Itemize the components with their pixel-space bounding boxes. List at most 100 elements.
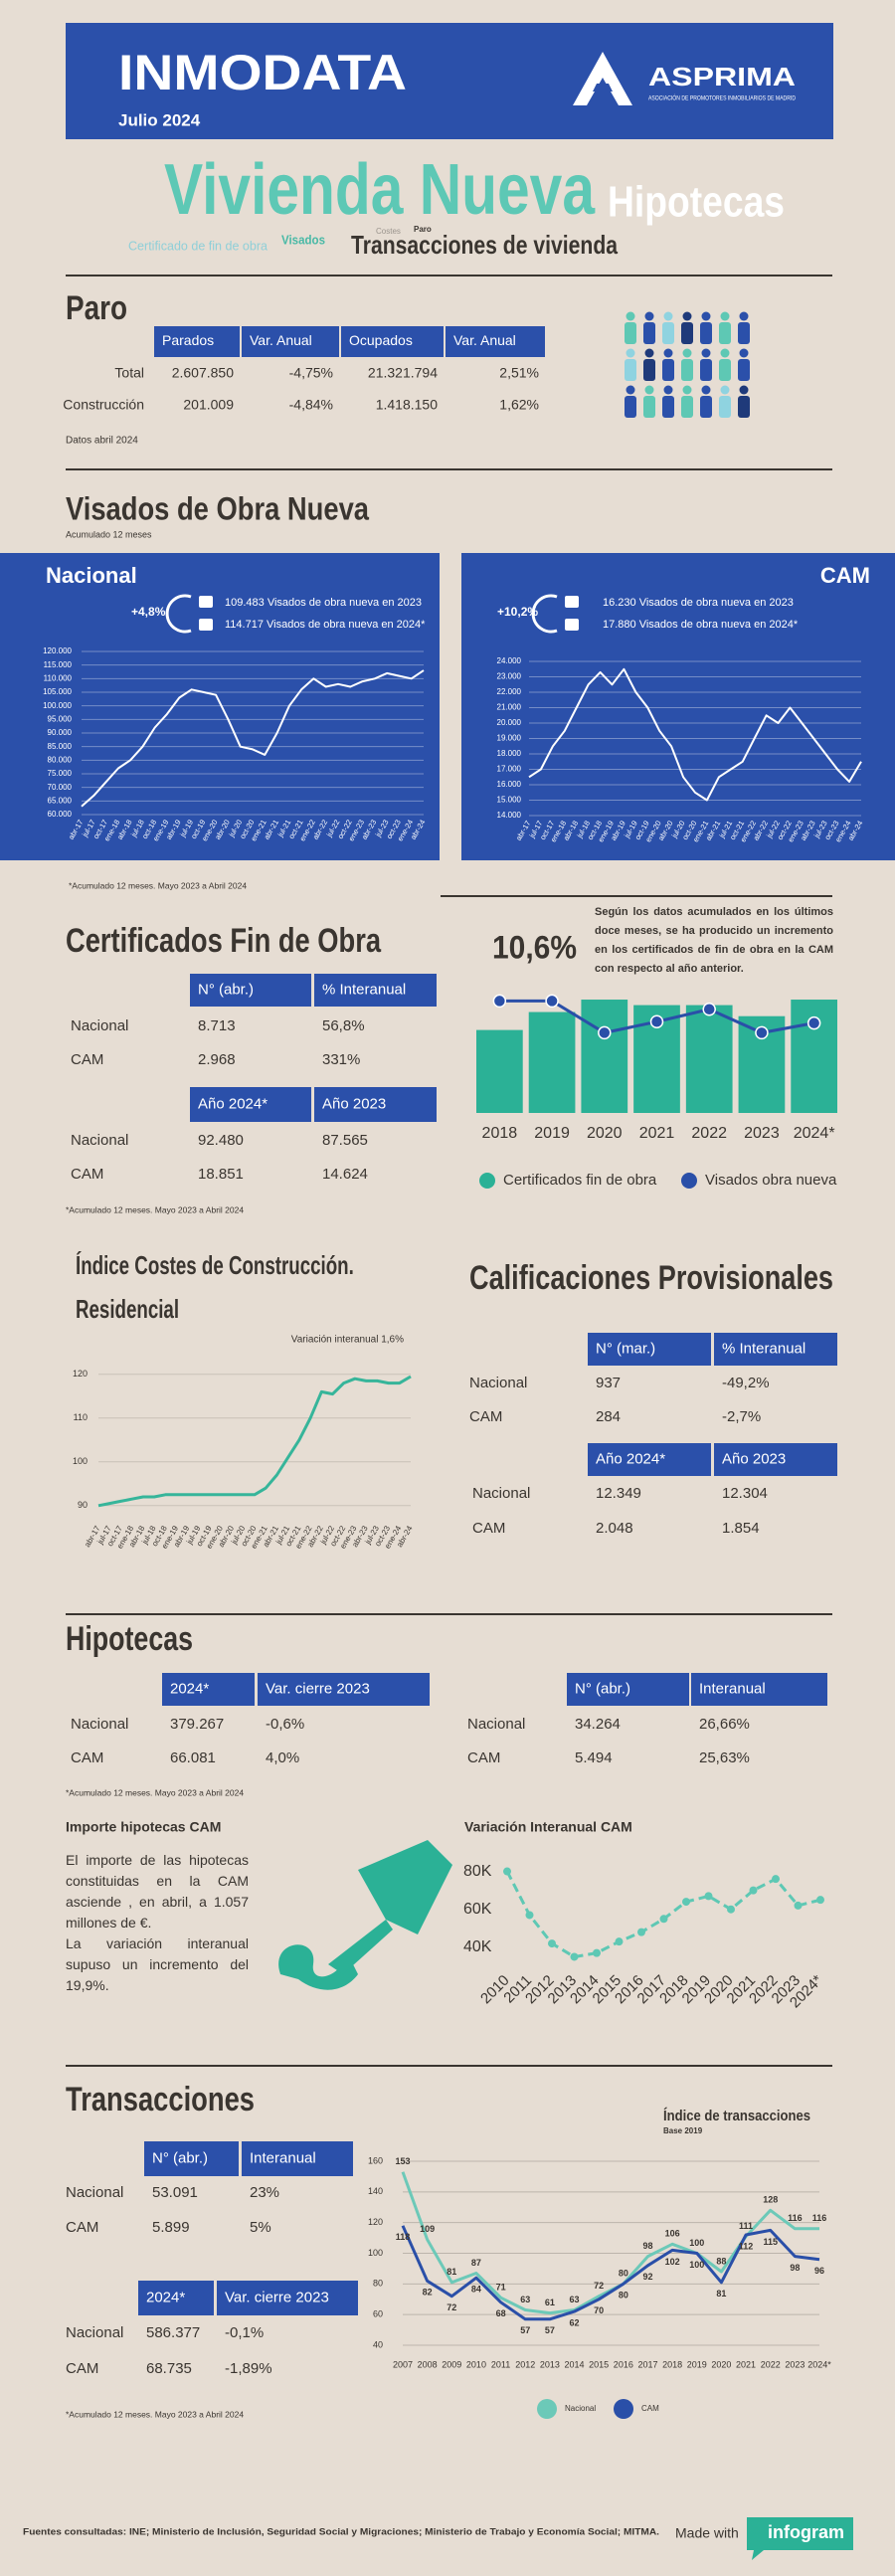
- y-tick-label: 100: [368, 2248, 383, 2258]
- data-point: [548, 1939, 556, 1948]
- data-label: 112: [739, 2241, 754, 2251]
- data-point: [570, 1952, 579, 1961]
- word: Hipotecas: [608, 178, 785, 227]
- table-header-cell: [144, 2141, 239, 2176]
- subtitle: Acumulado 12 meses: [66, 529, 152, 539]
- person-icon-body: [643, 396, 655, 418]
- logo-text: ASPRIMA: [648, 62, 796, 92]
- person-icon-body: [625, 396, 636, 418]
- row-label: CAM: [71, 1051, 103, 1068]
- data-line: [401, 2225, 820, 2321]
- title-box: Índice Costes de Construcción. Residenci…: [76, 1250, 354, 1324]
- table-cell: -0,6%: [266, 1716, 304, 1733]
- data-label: 102: [665, 2257, 680, 2267]
- x-tick-label: 2019: [534, 1125, 570, 1142]
- table-header: Var. Anual: [453, 332, 516, 348]
- y-tick-label: 65.000: [48, 796, 73, 805]
- x-tick-label: 2024*: [794, 1125, 835, 1142]
- section-title: Certificados Fin de Obra: [66, 922, 382, 960]
- page-title: INMODATA: [118, 45, 407, 100]
- person-icon-body: [719, 359, 731, 381]
- y-tick-label: 18.000: [497, 749, 522, 758]
- table-header-cell: [190, 974, 311, 1007]
- person-icon-body: [700, 322, 712, 344]
- y-tick-label: 15.000: [497, 796, 522, 805]
- thumb-up: [199, 596, 213, 608]
- data-label: 80: [619, 2291, 628, 2300]
- panel: [0, 553, 440, 860]
- table-header: % Interanual: [322, 981, 406, 998]
- word: Visados: [281, 232, 325, 247]
- table-header-cell: [588, 1333, 711, 1366]
- y-tick-label: 120: [368, 2217, 383, 2227]
- person-icon-head: [626, 311, 635, 321]
- row-label: Nacional: [472, 1485, 530, 1502]
- table-cell: 14.624: [322, 1166, 368, 1183]
- table-header: % Interanual: [722, 1340, 806, 1357]
- legend-label: CAM: [641, 2404, 659, 2413]
- y-tick-label: 40K: [463, 1938, 492, 1955]
- person-icon-head: [663, 311, 673, 321]
- y-tick-label: 19.000: [497, 734, 522, 743]
- table-header: Interanual: [250, 2149, 316, 2166]
- pen-nib: [358, 1840, 452, 1934]
- y-tick-label: 80: [373, 2279, 383, 2289]
- table-header-cell: [242, 2141, 353, 2176]
- page-date: Julio 2024: [118, 110, 201, 129]
- table-cell: 34.264: [575, 1716, 621, 1733]
- brand-badge: [747, 2517, 853, 2560]
- paragraph: El importe de las hipotecas constituidas…: [66, 1852, 249, 1931]
- person-icon-body: [643, 359, 655, 381]
- table-header-cell: [242, 326, 339, 357]
- legend-marker: [537, 2399, 557, 2419]
- person-icon-head: [720, 385, 730, 395]
- table-cell: 18.851: [198, 1166, 244, 1183]
- note: *Acumulado 12 meses. Mayo 2023 a Abril 2…: [66, 1204, 244, 1214]
- person-icon-head: [739, 385, 749, 395]
- person-icon-head: [663, 348, 673, 358]
- person-icon-head: [720, 311, 730, 321]
- y-tick-label: 60: [373, 2309, 383, 2319]
- table-header-cell: [714, 1333, 837, 1366]
- data-label: 81: [716, 2289, 726, 2299]
- data-label: 116: [788, 2213, 803, 2223]
- person-icon-body: [738, 396, 750, 418]
- table-header-cell: [258, 1673, 430, 1706]
- chart-title: Índice de transacciones: [663, 2108, 810, 2124]
- table-header: Var. cierre 2023: [266, 1680, 370, 1697]
- table-cell: 1.854: [722, 1520, 760, 1537]
- table-cell: 284: [596, 1408, 621, 1425]
- data-point: [816, 1896, 824, 1905]
- bar: [685, 1005, 733, 1113]
- data-label: 62: [570, 2317, 580, 2327]
- y-tick-label: 21.000: [497, 703, 522, 712]
- table-cell: -49,2%: [722, 1375, 770, 1391]
- y-tick-label: 120: [73, 1369, 88, 1379]
- data-label: 57: [520, 2325, 530, 2335]
- data-label: 106: [665, 2229, 680, 2239]
- row-label: Nacional: [71, 1716, 128, 1733]
- data-label: 115: [763, 2237, 778, 2247]
- legend-label: Certificados fin de obra: [503, 1172, 657, 1189]
- y-tick-label: 22.000: [497, 687, 522, 696]
- data-point: [682, 1898, 690, 1907]
- person-icon-head: [682, 385, 692, 395]
- legend-label: Nacional: [565, 2404, 596, 2413]
- person-icon-body: [662, 322, 674, 344]
- data-label: 80: [619, 2269, 628, 2279]
- person-icon-body: [681, 396, 693, 418]
- row-label: Nacional: [467, 1716, 525, 1733]
- row-label: CAM: [467, 1749, 500, 1766]
- y-tick-label: 95.000: [48, 714, 73, 723]
- data-label: 116: [812, 2213, 827, 2223]
- data-label: 118: [396, 2232, 411, 2242]
- paragraph: La variación interanual supuso un increm…: [66, 1935, 249, 1993]
- x-tick-label: 2013: [540, 2359, 560, 2369]
- data-label: 96: [814, 2266, 824, 2276]
- x-tick-label: 2016: [614, 2359, 633, 2369]
- made-with: Made with: [675, 2525, 739, 2541]
- note: *Acumulado 12 meses. Mayo 2023 a Abril 2…: [66, 2409, 244, 2419]
- data-label: 82: [423, 2288, 433, 2298]
- table-cell: 23%: [250, 2184, 279, 2201]
